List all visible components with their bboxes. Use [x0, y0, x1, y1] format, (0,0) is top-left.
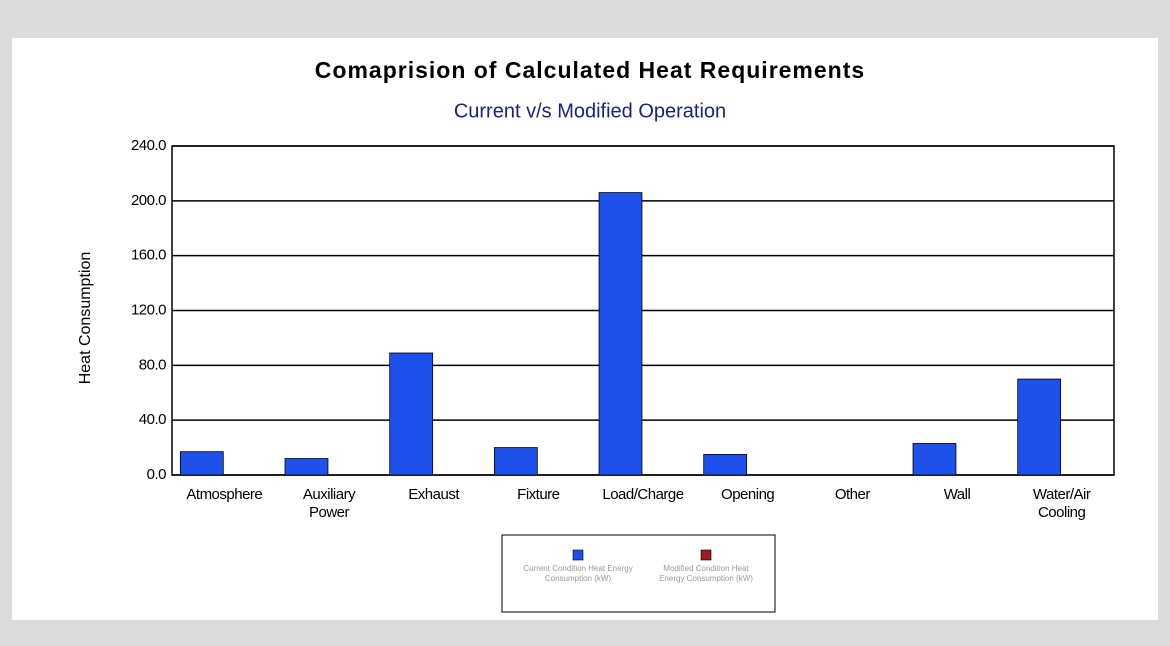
- bar: [284, 458, 329, 476]
- y-axis-label: Heat Consumption: [77, 252, 94, 385]
- y-tick-label: 200.0: [131, 192, 166, 209]
- bar: [598, 192, 643, 476]
- y-tick-label: 120.0: [131, 301, 166, 318]
- bar: [389, 352, 434, 476]
- chart-title: Comaprision of Calculated Heat Requireme…: [315, 57, 865, 83]
- x-tick-label: Auxiliary Power: [302, 486, 356, 521]
- x-tick-label: Water/Air Cooling: [1032, 486, 1091, 521]
- plot-frame: [171, 145, 1115, 476]
- bar: [912, 443, 957, 476]
- bar: [703, 454, 748, 476]
- x-tick-label: Other: [834, 486, 871, 503]
- legend-label: Modified Condition Heat Energy Consumpti…: [659, 564, 753, 583]
- x-tick-label: Atmosphere: [186, 486, 263, 503]
- x-tick-label: Fixture: [517, 486, 560, 503]
- bar: [493, 447, 538, 476]
- x-tick-label: Exhaust: [408, 486, 459, 503]
- y-tick-label: 240.0: [131, 137, 166, 154]
- legend-swatch: [700, 549, 712, 561]
- x-tick-label: Load/Charge: [602, 486, 684, 503]
- x-tick-label: Wall: [943, 486, 971, 503]
- chart-subtitle: Current v/s Modified Operation: [454, 100, 726, 122]
- bar: [1017, 378, 1062, 476]
- y-tick-label: 40.0: [139, 411, 166, 428]
- legend-swatch: [572, 549, 584, 561]
- y-tick-label: 0.0: [147, 466, 167, 483]
- y-tick-label: 80.0: [139, 356, 166, 373]
- x-tick-label: Opening: [721, 486, 775, 503]
- legend-box: [501, 534, 776, 613]
- legend-label: Current Condition Heat Energy Consumptio…: [523, 564, 633, 583]
- bar: [179, 451, 224, 476]
- chart-panel: [12, 38, 1158, 620]
- y-tick-label: 160.0: [131, 247, 166, 264]
